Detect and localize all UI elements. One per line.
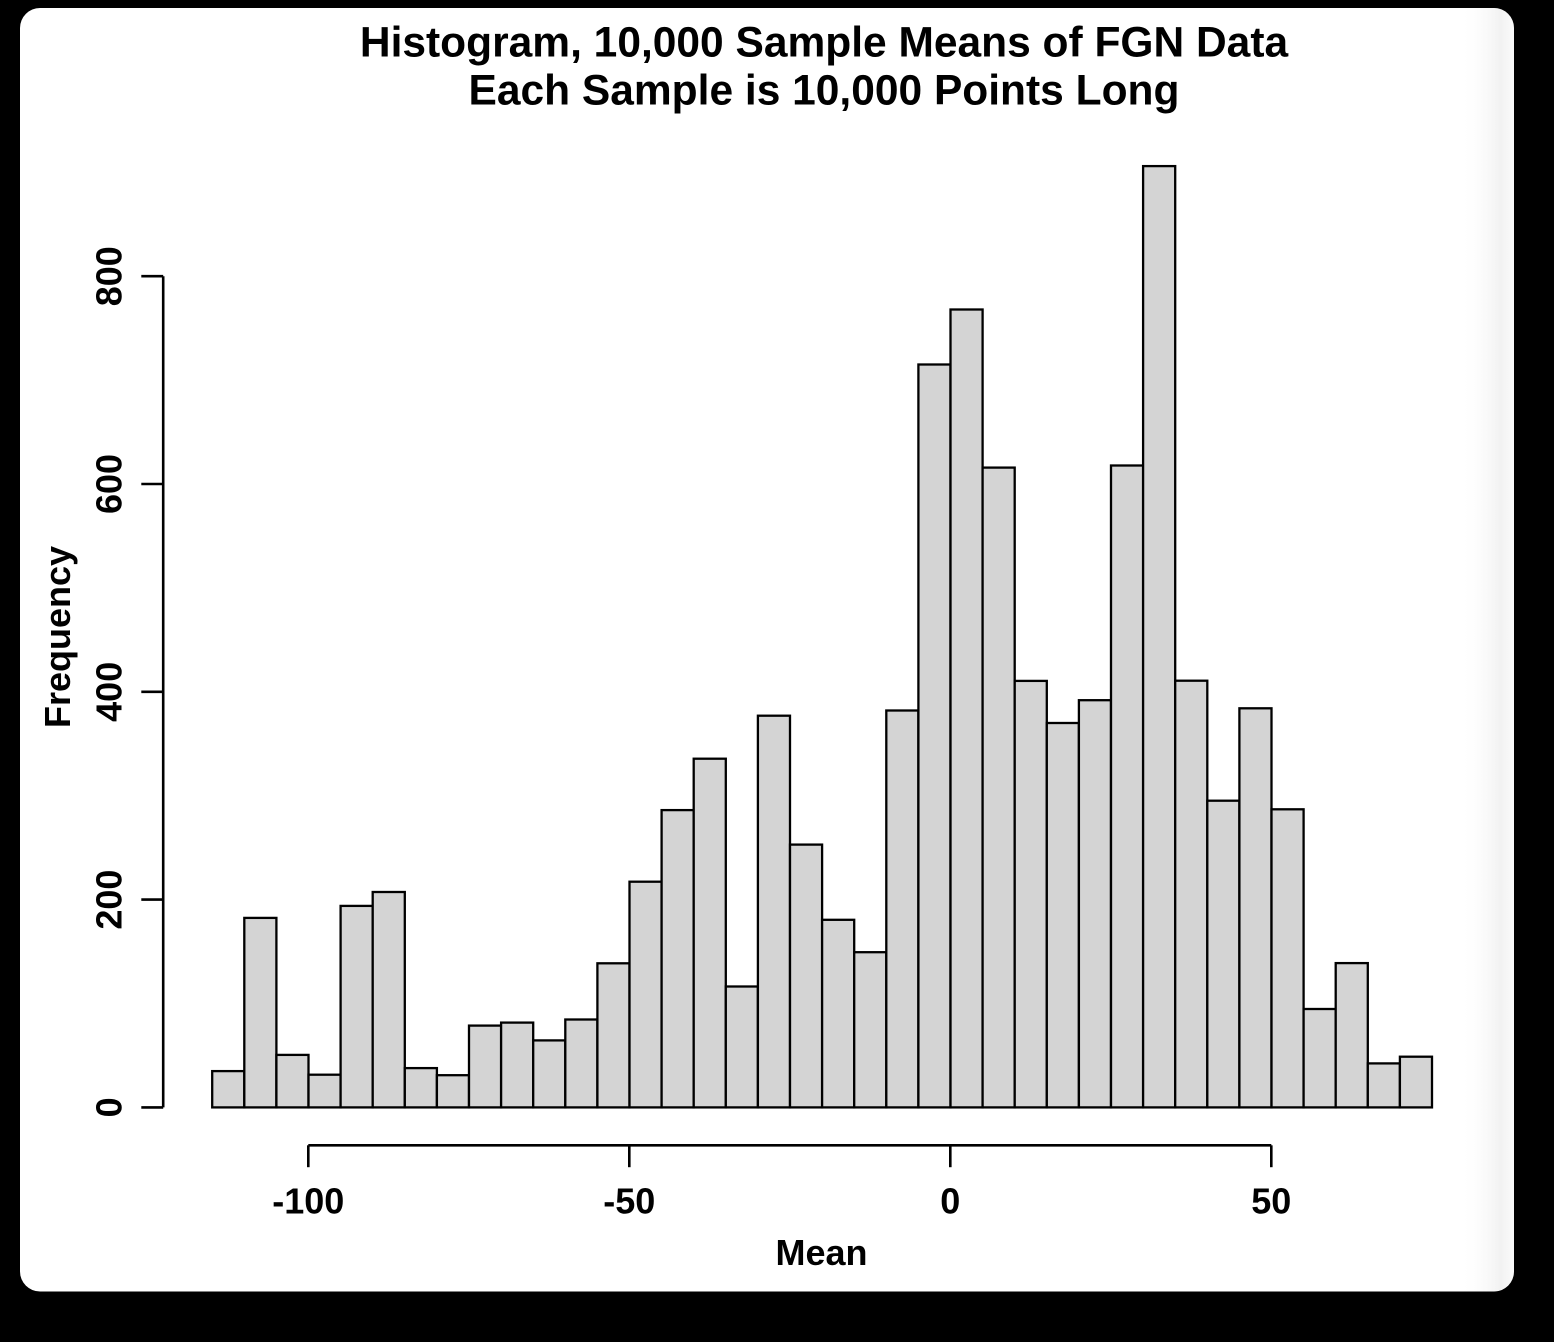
- svg-text:-50: -50: [603, 1180, 655, 1221]
- svg-text:Mean: Mean: [775, 1232, 867, 1273]
- svg-text:800: 800: [88, 246, 129, 306]
- svg-text:Histogram, 10,000 Sample Means: Histogram, 10,000 Sample Means of FGN Da…: [360, 20, 1289, 67]
- svg-text:0: 0: [940, 1180, 960, 1221]
- svg-text:400: 400: [88, 662, 129, 722]
- svg-text:Each Sample is 10,000 Points L: Each Sample is 10,000 Points Long: [469, 68, 1180, 115]
- svg-text:50: 50: [1251, 1180, 1291, 1221]
- svg-text:0: 0: [88, 1097, 129, 1117]
- svg-text:200: 200: [88, 870, 129, 930]
- svg-text:600: 600: [88, 454, 129, 514]
- svg-text:Frequency: Frequency: [37, 546, 78, 728]
- svg-text:-100: -100: [272, 1180, 344, 1221]
